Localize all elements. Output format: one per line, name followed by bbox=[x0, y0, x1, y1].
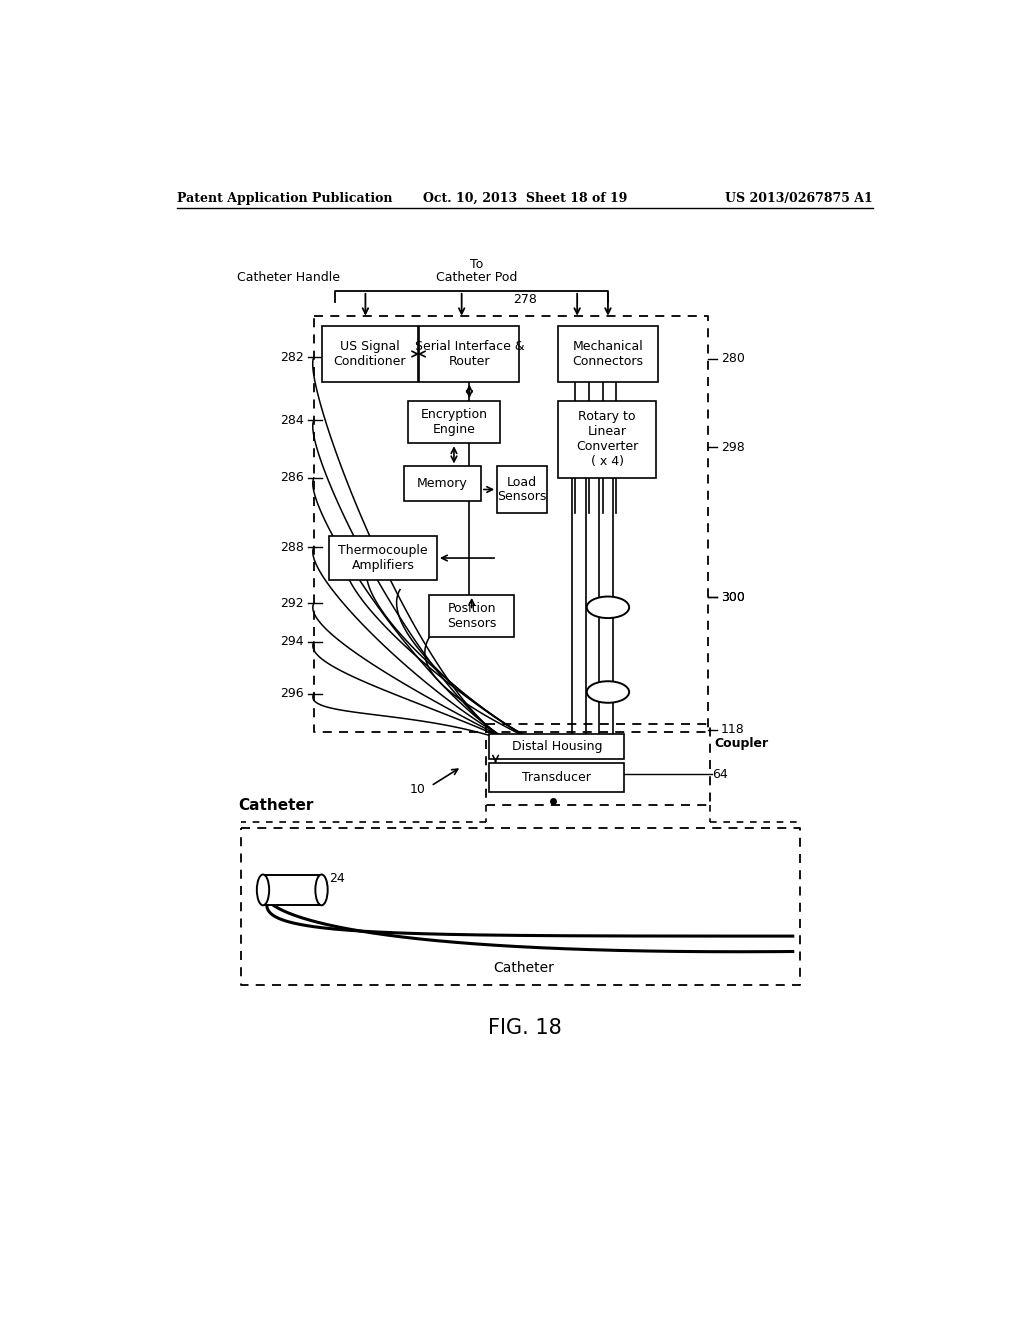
FancyBboxPatch shape bbox=[403, 466, 481, 502]
Ellipse shape bbox=[587, 597, 629, 618]
Ellipse shape bbox=[257, 875, 269, 906]
Text: 64: 64 bbox=[712, 768, 728, 781]
FancyBboxPatch shape bbox=[419, 326, 519, 381]
Text: Rotary to
Linear
Converter
( x 4): Rotary to Linear Converter ( x 4) bbox=[577, 411, 638, 469]
Text: 118: 118 bbox=[721, 723, 744, 737]
Ellipse shape bbox=[587, 681, 629, 702]
Text: Memory: Memory bbox=[417, 478, 468, 490]
Text: Encryption
Engine: Encryption Engine bbox=[421, 408, 487, 436]
FancyBboxPatch shape bbox=[330, 536, 437, 581]
Text: Distal Housing: Distal Housing bbox=[512, 741, 602, 754]
Text: Position
Sensors: Position Sensors bbox=[447, 602, 497, 630]
Text: Thermocouple
Amplifiers: Thermocouple Amplifiers bbox=[338, 544, 428, 572]
Text: Mechanical
Connectors: Mechanical Connectors bbox=[572, 341, 643, 368]
Text: US 2013/0267875 A1: US 2013/0267875 A1 bbox=[725, 191, 872, 205]
Text: 24: 24 bbox=[330, 871, 345, 884]
Text: Serial Interface &
Router: Serial Interface & Router bbox=[415, 341, 524, 368]
Text: Oct. 10, 2013  Sheet 18 of 19: Oct. 10, 2013 Sheet 18 of 19 bbox=[423, 191, 627, 205]
FancyBboxPatch shape bbox=[558, 401, 656, 478]
FancyBboxPatch shape bbox=[489, 734, 625, 759]
FancyBboxPatch shape bbox=[408, 401, 500, 444]
Text: 296: 296 bbox=[281, 686, 304, 700]
Text: FIG. 18: FIG. 18 bbox=[487, 1019, 562, 1039]
Text: 300: 300 bbox=[721, 591, 745, 603]
Text: 10: 10 bbox=[410, 783, 426, 796]
Text: 286: 286 bbox=[280, 471, 304, 484]
Text: 292: 292 bbox=[281, 597, 304, 610]
Text: 280: 280 bbox=[721, 352, 745, 366]
FancyBboxPatch shape bbox=[263, 875, 322, 906]
Text: 300: 300 bbox=[721, 591, 745, 603]
FancyBboxPatch shape bbox=[558, 326, 658, 381]
Ellipse shape bbox=[315, 875, 328, 906]
Text: 288: 288 bbox=[280, 541, 304, 554]
Text: Catheter Pod: Catheter Pod bbox=[436, 271, 518, 284]
Text: 282: 282 bbox=[280, 351, 304, 363]
Text: Coupler: Coupler bbox=[714, 737, 768, 750]
FancyBboxPatch shape bbox=[429, 595, 514, 638]
Text: US Signal
Conditioner: US Signal Conditioner bbox=[334, 341, 406, 368]
Text: To: To bbox=[470, 259, 483, 271]
FancyBboxPatch shape bbox=[322, 326, 418, 381]
Text: 278: 278 bbox=[513, 293, 538, 306]
Text: Load
Sensors: Load Sensors bbox=[498, 475, 547, 503]
Text: Catheter Handle: Catheter Handle bbox=[237, 271, 340, 284]
Text: 294: 294 bbox=[281, 635, 304, 648]
Text: Patent Application Publication: Patent Application Publication bbox=[177, 191, 392, 205]
FancyBboxPatch shape bbox=[241, 829, 801, 985]
Text: Transducer: Transducer bbox=[522, 771, 591, 784]
Text: 284: 284 bbox=[280, 413, 304, 426]
FancyBboxPatch shape bbox=[489, 763, 625, 792]
Text: 298: 298 bbox=[721, 441, 744, 454]
Text: Catheter: Catheter bbox=[493, 961, 554, 975]
FancyBboxPatch shape bbox=[497, 466, 547, 512]
Text: Catheter: Catheter bbox=[239, 797, 313, 813]
